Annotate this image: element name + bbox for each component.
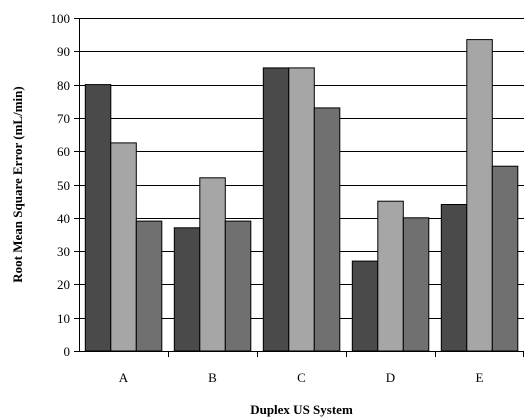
x-tick-label: D (386, 370, 395, 385)
bar-D-3 (402, 217, 430, 352)
y-tick-label: 80 (57, 78, 70, 93)
x-axis-title: Duplex US System (250, 402, 353, 417)
bar-E-3 (491, 165, 519, 352)
x-tick-label: A (119, 370, 129, 385)
bar-A-1 (84, 84, 112, 352)
y-tick-label: 50 (57, 178, 70, 193)
bars (84, 39, 519, 352)
x-tick-label: C (297, 370, 306, 385)
bar-D-2 (377, 200, 404, 352)
y-tick-label: 30 (57, 244, 70, 259)
axes (74, 18, 524, 357)
bar-B-3 (224, 220, 252, 352)
bar-A-3 (135, 220, 163, 352)
bar-B-2 (199, 177, 226, 352)
y-tick-label: 40 (57, 211, 70, 226)
y-tick-label: 90 (57, 44, 70, 59)
x-tick-label: B (208, 370, 217, 385)
bar-A-2 (110, 142, 137, 352)
y-tick-label: 20 (57, 277, 70, 292)
y-axis-title: Root Mean Square Error (mL/min) (10, 86, 25, 282)
y-tick-label: 0 (64, 344, 71, 359)
x-tick-label: E (476, 370, 484, 385)
bar-D-1 (351, 260, 379, 352)
bar-C-1 (262, 67, 290, 352)
labels: 0 10 20 30 40 50 60 70 80 90 100 A B C D E (51, 11, 484, 385)
y-tick-label: 60 (57, 144, 70, 159)
y-tick-label: 100 (51, 11, 71, 26)
y-tick-label: 10 (57, 311, 70, 326)
y-tick-label: 70 (57, 111, 70, 126)
bar-E-2 (466, 39, 493, 352)
bar-C-3 (313, 107, 341, 352)
bar-C-2 (288, 67, 315, 352)
bar-E-1 (440, 204, 468, 352)
bar-B-1 (173, 227, 201, 352)
